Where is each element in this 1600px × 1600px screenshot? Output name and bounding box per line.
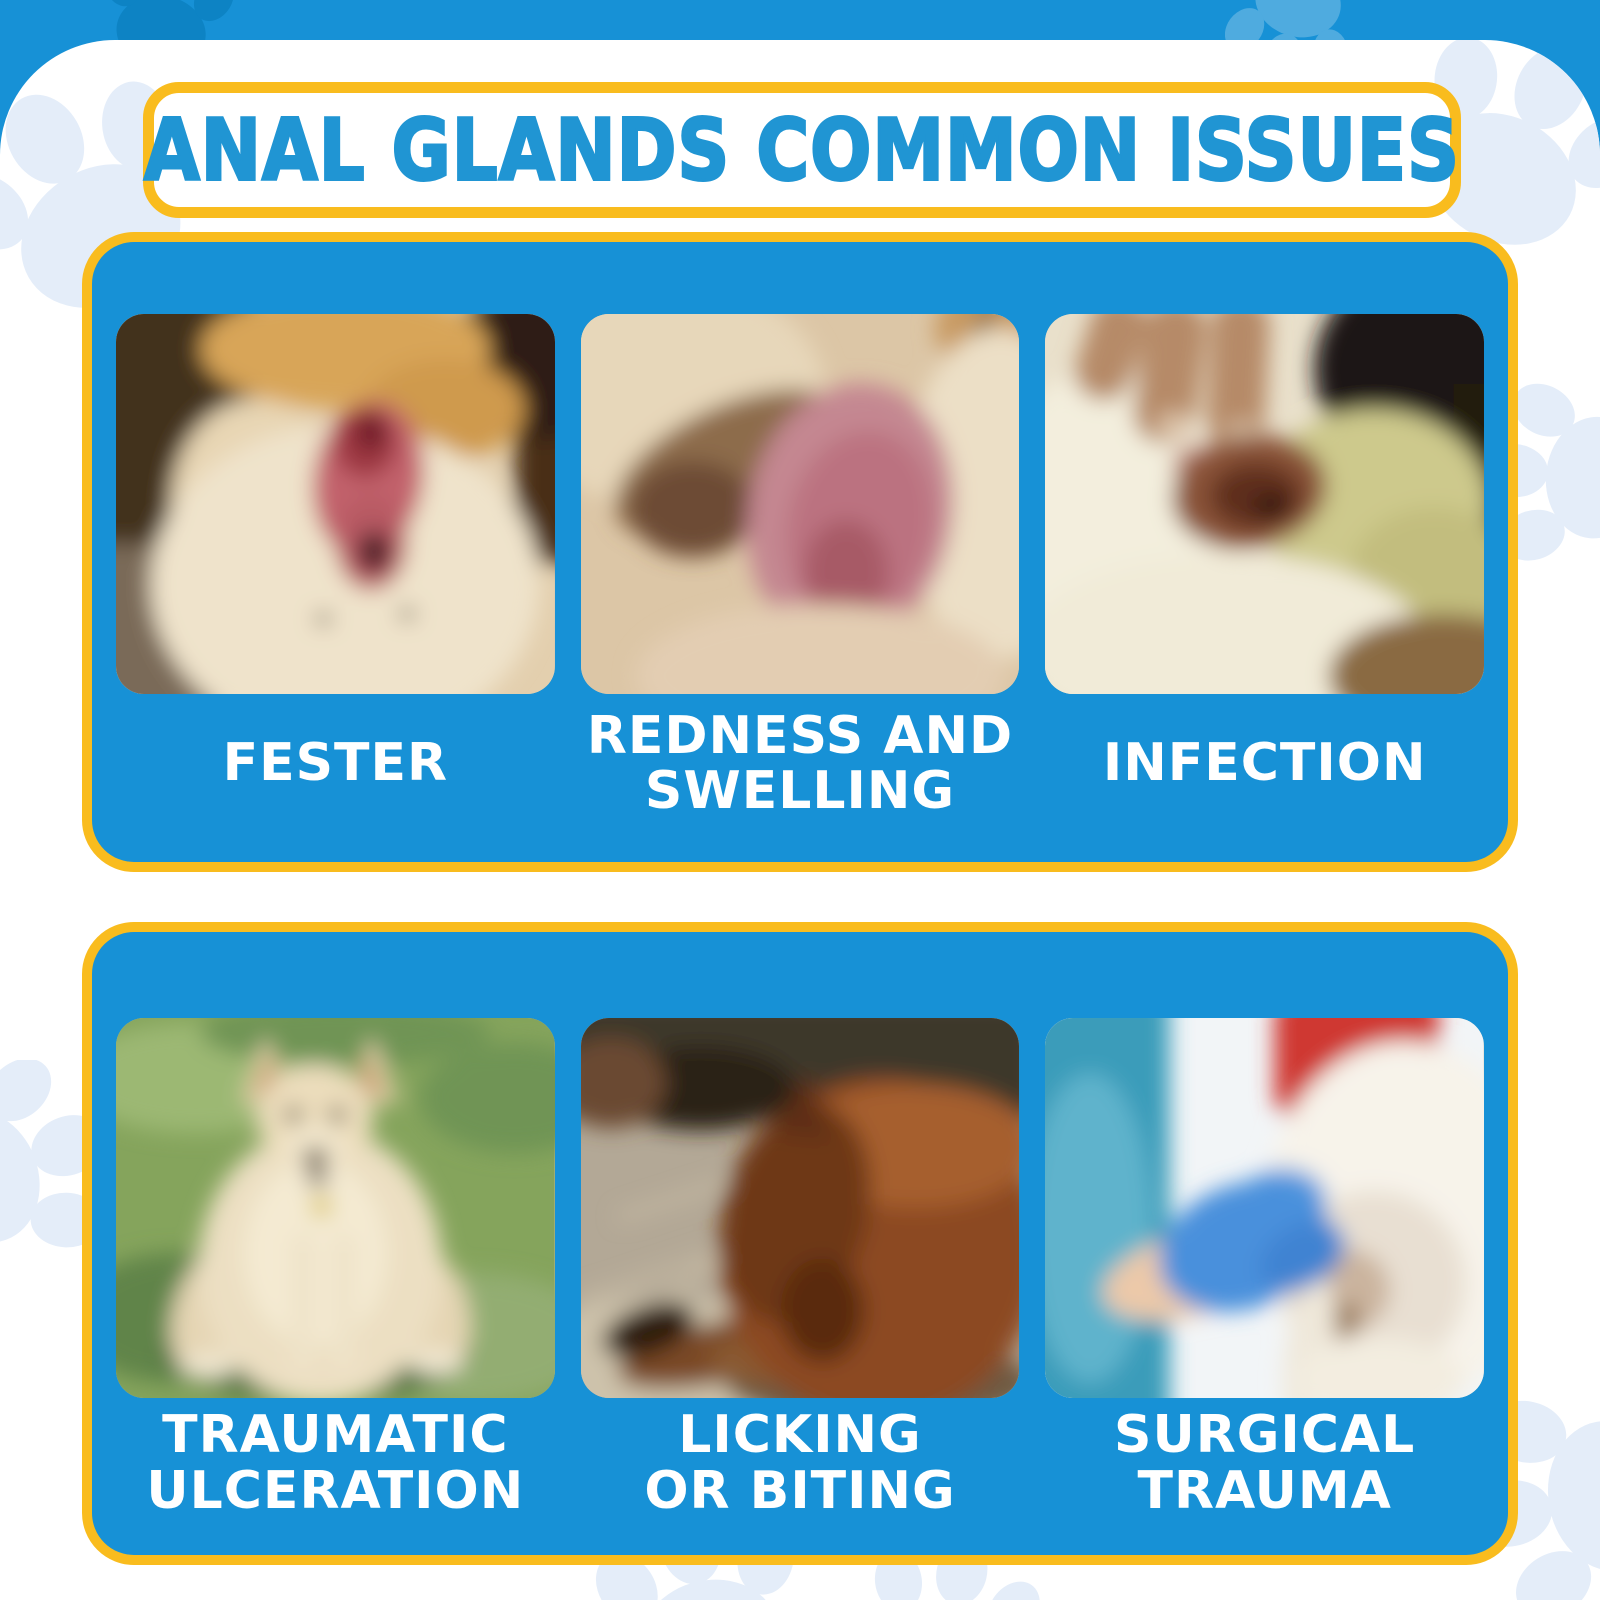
issue-card-traumatic-ulceration: TRAUMATIC ULCERATION: [116, 1018, 555, 1529]
issue-card-infection: INFECTION: [1045, 314, 1485, 834]
caption-line: TRAUMA: [1137, 1460, 1392, 1521]
caption-line: LICKING: [678, 1405, 922, 1466]
photo-traumatic-ulceration: [116, 1018, 555, 1398]
issue-card-surgical-trauma: SURGICAL TRAUMA: [1045, 1018, 1485, 1529]
issues-grid-top: FESTER: [116, 314, 1485, 834]
issue-caption: FESTER: [116, 694, 555, 834]
issue-card-fester: FESTER: [116, 314, 555, 834]
photo-infection: [1045, 314, 1485, 694]
content-sheet: ANAL GLANDS COMMON ISSUES: [0, 40, 1600, 1600]
issues-panel-top: FESTER: [82, 232, 1518, 872]
issues-panel-bottom: TRAUMATIC ULCERATION: [82, 922, 1518, 1565]
issue-card-licking-biting: LICKING OR BITING: [580, 1018, 1020, 1529]
caption-line: SURGICAL: [1114, 1405, 1416, 1466]
issue-caption: LICKING OR BITING: [581, 1398, 1020, 1529]
caption-line: FESTER: [222, 733, 449, 794]
caption-line: OR BITING: [644, 1460, 956, 1521]
photo-licking-biting: [580, 1018, 1020, 1398]
caption-line: ULCERATION: [146, 1460, 525, 1521]
issue-caption: SURGICAL TRAUMA: [1045, 1398, 1484, 1529]
caption-line: REDNESS AND: [586, 705, 1014, 766]
caption-line: SWELLING: [644, 761, 956, 821]
caption-line: TRAUMATIC: [162, 1405, 509, 1466]
photo-fester: [116, 314, 555, 694]
issue-caption: INFECTION: [1045, 694, 1484, 834]
photo-redness-swelling: [580, 314, 1020, 694]
page-title: ANAL GLANDS COMMON ISSUES: [143, 99, 1460, 201]
issue-card-redness-swelling: REDNESS AND SWELLING: [580, 314, 1020, 834]
issue-caption: REDNESS AND SWELLING: [581, 694, 1020, 834]
issues-grid-bottom: TRAUMATIC ULCERATION: [116, 1018, 1485, 1529]
caption-line: INFECTION: [1102, 733, 1427, 794]
title-box: ANAL GLANDS COMMON ISSUES: [143, 82, 1461, 218]
photo-surgical-trauma: [1045, 1018, 1485, 1398]
issue-caption: TRAUMATIC ULCERATION: [116, 1398, 555, 1529]
